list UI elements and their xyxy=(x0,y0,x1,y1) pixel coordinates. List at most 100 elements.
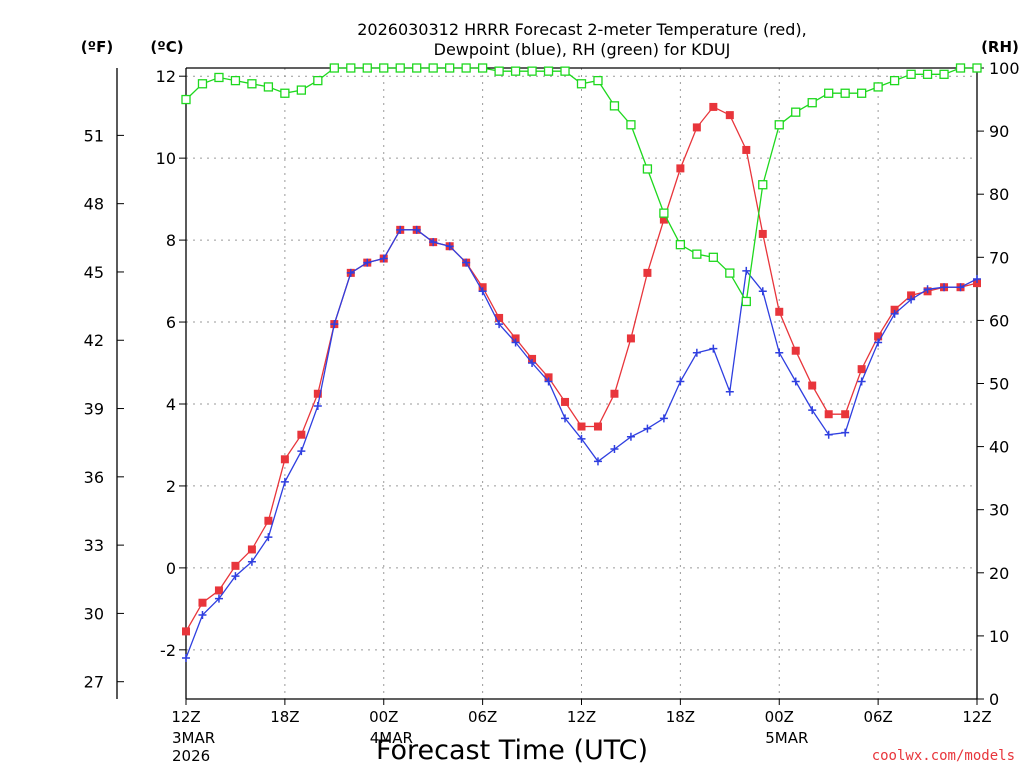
rh-point xyxy=(922,69,933,79)
temperature-point xyxy=(725,111,734,120)
x-tick-year-label: 2026 xyxy=(172,747,210,765)
dewpoint-point xyxy=(346,268,355,277)
rh-point xyxy=(609,101,620,111)
dewpoint-point xyxy=(973,275,981,284)
rh-tick-label: 20 xyxy=(989,564,1009,583)
rh-point xyxy=(379,63,389,73)
temperature-point xyxy=(577,422,586,431)
rh-point xyxy=(626,120,636,130)
rh-point xyxy=(296,85,307,95)
grid-lines xyxy=(186,68,977,699)
rh-point xyxy=(428,63,438,73)
dewpoint-point xyxy=(231,572,240,581)
temperature-point xyxy=(890,305,899,314)
celsius-tick-label: 12 xyxy=(156,67,176,86)
rh-point xyxy=(659,208,669,218)
celsius-tick-label: -2 xyxy=(160,641,176,660)
temperature-point xyxy=(247,545,256,554)
temperature-point xyxy=(709,102,718,111)
fahrenheit-tick-label: 51 xyxy=(84,126,104,145)
rh-tick-label: 80 xyxy=(989,185,1009,204)
temperature-point xyxy=(874,332,883,341)
temperature-point xyxy=(742,145,751,154)
rh-point xyxy=(889,75,900,86)
rh-point xyxy=(346,63,356,73)
rh-point xyxy=(774,120,784,130)
rh-point xyxy=(856,88,867,98)
fahrenheit-axis-unit: (ºF) xyxy=(81,38,113,56)
dewpoint-point xyxy=(725,387,734,396)
x-tick-label: 06Z xyxy=(468,708,497,726)
temperature-point xyxy=(231,561,240,570)
temperature-point xyxy=(214,586,223,595)
rh-point xyxy=(313,75,323,86)
fahrenheit-tick-label: 33 xyxy=(84,536,104,555)
dewpoint-point xyxy=(956,283,965,292)
temperature-point xyxy=(659,215,668,224)
dewpoint-point xyxy=(791,377,800,386)
temperature-point xyxy=(511,334,520,343)
title-line-2: Dewpoint (blue), RH (green) for KDUJ xyxy=(434,40,731,59)
celsius-tick-label: 4 xyxy=(166,395,176,414)
fahrenheit-tick-label: 30 xyxy=(84,604,104,623)
fahrenheit-tick-label: 27 xyxy=(84,673,104,692)
rh-tick-label: 0 xyxy=(989,690,999,709)
temperature-point xyxy=(841,410,850,419)
rh-tick-label: 70 xyxy=(989,248,1009,267)
x-tick-date-label: 5MAR xyxy=(765,729,808,747)
rh-tick-label: 100 xyxy=(989,59,1020,78)
dewpoint-point xyxy=(808,406,817,415)
rh-point xyxy=(362,63,372,73)
temperature-point xyxy=(643,268,652,277)
temperature-point xyxy=(973,279,981,288)
temperature-point xyxy=(313,389,322,398)
series-layer xyxy=(181,63,982,663)
rh-point xyxy=(840,88,850,98)
rh-point xyxy=(939,69,949,79)
fahrenheit-tick-label: 36 xyxy=(84,468,104,487)
x-tick-label: 00Z xyxy=(765,708,794,726)
dewpoint-point xyxy=(445,242,454,251)
dewpoint-point xyxy=(577,434,586,443)
dewpoint-point xyxy=(363,258,372,267)
dewpoint-point xyxy=(940,283,949,292)
dewpoint-series xyxy=(182,225,981,663)
temperature-point xyxy=(544,373,553,382)
rh-point xyxy=(247,79,257,89)
rh-point xyxy=(412,63,422,73)
celsius-tick-label: 8 xyxy=(166,231,176,250)
rh-point xyxy=(741,296,751,307)
fahrenheit-tick-label: 48 xyxy=(84,195,104,214)
rh-point xyxy=(692,249,702,259)
rh-tick-label: 10 xyxy=(989,627,1009,646)
temperature-point xyxy=(857,365,866,374)
x-tick-date-label: 3MAR xyxy=(172,729,215,747)
dewpoint-point xyxy=(742,266,751,275)
dewpoint-point xyxy=(330,320,339,329)
chart-title: 2026030312 HRRR Forecast 2-meter Tempera… xyxy=(357,20,807,59)
x-tick-label: 00Z xyxy=(369,708,398,726)
rh-point xyxy=(791,107,801,117)
celsius-axis-unit: (ºC) xyxy=(150,38,183,56)
temperature-point xyxy=(626,334,635,343)
rh-point xyxy=(642,164,653,174)
dewpoint-point xyxy=(907,295,916,304)
rh-point xyxy=(675,240,686,250)
rh-point xyxy=(758,180,768,190)
rh-point xyxy=(807,98,817,108)
celsius-tick-label: 6 xyxy=(166,313,176,332)
rh-point xyxy=(527,66,537,76)
dewpoint-point xyxy=(626,432,635,441)
rh-point xyxy=(395,63,405,73)
temperature-point xyxy=(907,291,916,300)
dewpoint-point xyxy=(379,254,388,263)
x-tick-label: 06Z xyxy=(863,708,892,726)
dewpoint-point xyxy=(544,377,553,386)
rh-point xyxy=(181,94,191,105)
temperature-point xyxy=(824,410,833,419)
x-tick-date-label: 4MAR xyxy=(370,729,413,747)
dewpoint-point xyxy=(610,445,619,454)
rh-point xyxy=(494,66,504,76)
dewpoint-point xyxy=(297,447,306,456)
